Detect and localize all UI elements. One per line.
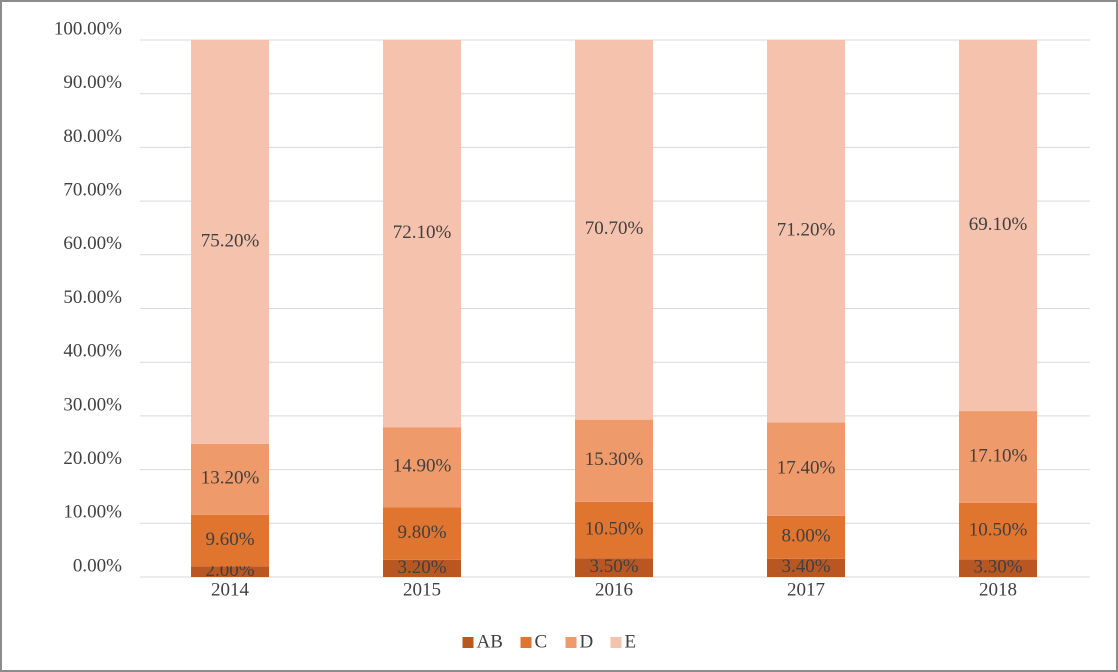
bar-segment bbox=[959, 40, 1037, 412]
data-label: 14.90% bbox=[393, 456, 452, 477]
x-tick-label: 2017 bbox=[787, 579, 825, 600]
bar-segment bbox=[575, 40, 653, 420]
bar-segment bbox=[767, 558, 845, 577]
bar-segment bbox=[575, 419, 653, 502]
data-label: 17.10% bbox=[969, 445, 1028, 466]
data-label: 3.20% bbox=[397, 557, 446, 578]
bar-segment bbox=[575, 558, 653, 577]
x-tick-label: 2014 bbox=[211, 579, 250, 600]
bar-segment bbox=[383, 427, 461, 508]
y-tick-label: 80.00% bbox=[63, 126, 122, 147]
data-label: 3.30% bbox=[973, 556, 1022, 577]
legend-swatch bbox=[462, 637, 474, 648]
data-label: 72.10% bbox=[393, 222, 452, 243]
y-tick-label: 90.00% bbox=[63, 72, 122, 93]
data-label: 70.70% bbox=[585, 218, 644, 239]
bar-segment bbox=[191, 514, 269, 567]
data-label: 71.20% bbox=[777, 220, 836, 241]
data-label: 15.30% bbox=[585, 449, 644, 470]
data-label: 17.40% bbox=[777, 457, 836, 478]
y-tick-label: 60.00% bbox=[63, 233, 122, 254]
y-tick-label: 100.00% bbox=[54, 18, 122, 39]
bar-segment bbox=[575, 501, 653, 559]
bar-segment bbox=[959, 559, 1037, 577]
bar-segment bbox=[767, 515, 845, 559]
y-tick-label: 20.00% bbox=[63, 448, 122, 469]
data-label: 8.00% bbox=[781, 526, 830, 547]
legend-swatch bbox=[520, 637, 532, 648]
x-tick-label: 2018 bbox=[979, 579, 1017, 600]
bar-segment bbox=[959, 411, 1037, 503]
x-tick-label: 2016 bbox=[595, 579, 633, 600]
data-label: 9.60% bbox=[205, 529, 254, 550]
y-tick-label: 30.00% bbox=[63, 394, 122, 415]
bar-segment bbox=[383, 507, 461, 560]
legend-label: E bbox=[625, 631, 637, 652]
bar-segment bbox=[767, 422, 845, 516]
data-label: 10.50% bbox=[969, 519, 1028, 540]
y-tick-label: 70.00% bbox=[63, 179, 122, 200]
legend-label: D bbox=[580, 631, 594, 652]
data-label: 3.50% bbox=[589, 556, 638, 577]
y-tick-label: 10.00% bbox=[63, 502, 122, 523]
y-tick-label: 40.00% bbox=[63, 341, 122, 362]
data-label: 13.20% bbox=[201, 468, 260, 489]
data-label: 9.80% bbox=[397, 522, 446, 543]
legend-label: AB bbox=[477, 631, 503, 652]
bar-segment bbox=[959, 502, 1037, 560]
y-tick-label: 0.00% bbox=[73, 555, 122, 576]
bar-segment bbox=[383, 40, 461, 428]
legend-swatch bbox=[610, 637, 622, 648]
bar-segment bbox=[191, 40, 269, 444]
data-label: 69.10% bbox=[969, 214, 1028, 235]
data-label: 10.50% bbox=[585, 518, 644, 539]
x-tick-label: 2015 bbox=[403, 579, 441, 600]
bar-segment bbox=[767, 40, 845, 423]
bar-segment bbox=[191, 566, 269, 577]
legend-swatch bbox=[565, 637, 577, 648]
bar-segment bbox=[383, 559, 461, 577]
bar-segment bbox=[191, 443, 269, 515]
data-label: 3.40% bbox=[781, 556, 830, 577]
y-tick-label: 50.00% bbox=[63, 287, 122, 308]
data-label: 75.20% bbox=[201, 230, 260, 251]
legend-label: C bbox=[535, 631, 548, 652]
